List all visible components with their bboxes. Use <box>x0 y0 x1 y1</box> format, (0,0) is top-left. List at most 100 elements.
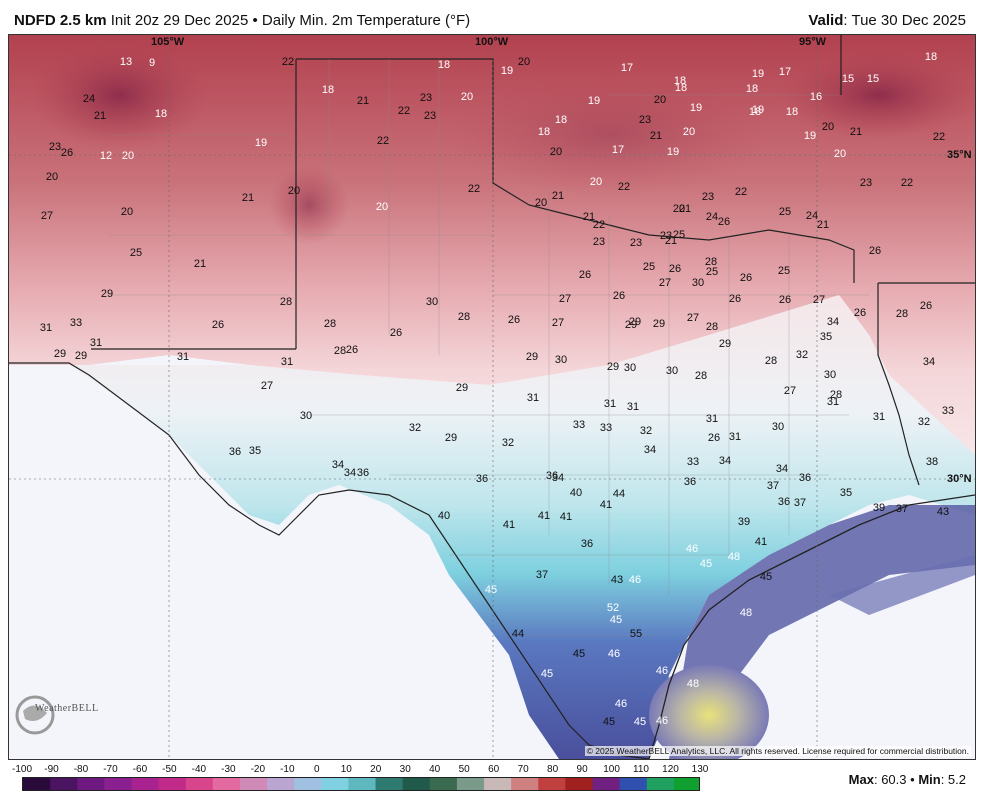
colorbar-tick-label: 120 <box>662 764 679 775</box>
valid-date: : Tue 30 Dec 2025 <box>843 12 966 29</box>
colorbar-tick-label: 50 <box>458 764 470 775</box>
temperature-label: 18 <box>786 106 798 118</box>
temperature-label: 26 <box>740 272 752 284</box>
temperature-label: 45 <box>541 668 553 680</box>
temperature-label: 31 <box>177 351 189 363</box>
temperature-label: 36 <box>581 538 593 550</box>
colorbar-tick-label: -100 <box>11 764 33 775</box>
temperature-label: 20 <box>122 150 134 162</box>
temperature-label: 31 <box>706 413 718 425</box>
colorbar-tick-label: 100 <box>603 764 620 775</box>
temperature-label: 29 <box>445 432 457 444</box>
temperature-label: 26 <box>729 293 741 305</box>
temperature-label: 25 <box>673 229 685 241</box>
temperature-label: 21 <box>850 126 862 138</box>
temperature-label: 34 <box>776 463 788 475</box>
colorbar-swatch <box>131 778 160 790</box>
temperature-label: 26 <box>579 269 591 281</box>
colorbar-swatch <box>212 778 241 790</box>
temperature-label: 35 <box>820 331 832 343</box>
temperature-label: 36 <box>684 476 696 488</box>
temperature-label: 29 <box>719 338 731 350</box>
temperature-label: 34 <box>644 444 656 456</box>
temperature-label: 30 <box>300 410 312 422</box>
temperature-label: 33 <box>573 419 585 431</box>
temperature-label: 26 <box>508 314 520 326</box>
temperature-label: 29 <box>625 319 637 331</box>
temperature-label: 21 <box>665 235 677 247</box>
temperature-label: 45 <box>573 648 585 660</box>
temperature-label: 16 <box>810 91 822 103</box>
model-name: NDFD 2.5 km <box>14 12 107 29</box>
colorbar-swatch <box>402 778 431 790</box>
temperature-label: 23 <box>420 92 432 104</box>
temperature-label: 18 <box>155 108 167 120</box>
colorbar-swatch <box>456 778 485 790</box>
temperature-label: 45 <box>603 716 615 728</box>
temperature-label: 30 <box>772 421 784 433</box>
temperature-label: 26 <box>212 319 224 331</box>
temperature-label: 44 <box>613 488 625 500</box>
colorbar-swatch <box>294 778 322 790</box>
graticule-label: 105°W <box>151 36 185 48</box>
valid-time: Valid: Tue 30 Dec 2025 <box>808 12 966 29</box>
temperature-label: 24 <box>806 210 818 222</box>
temperature-label: 23 <box>639 114 651 126</box>
temperature-label: 35 <box>840 487 852 499</box>
map-title: NDFD 2.5 km Init 20z 29 Dec 2025 • Daily… <box>14 12 470 29</box>
temperature-label: 22 <box>618 181 630 193</box>
temperature-label: 46 <box>656 665 668 677</box>
colorbar-swatch <box>673 778 699 790</box>
graticule-label: 30°N <box>947 473 972 485</box>
temperature-label: 27 <box>659 277 671 289</box>
temperature-label: 31 <box>827 396 839 408</box>
temperature-label: 31 <box>90 337 102 349</box>
temperature-label: 19 <box>255 137 267 149</box>
temperature-label: 34 <box>552 472 564 484</box>
temperature-label: 38 <box>926 456 938 468</box>
colorbar-tick-label: -80 <box>73 764 89 775</box>
temperature-label: 36 <box>229 446 241 458</box>
colorbar-swatch <box>50 778 78 790</box>
temperature-label: 17 <box>779 66 791 78</box>
temperature-label: 23 <box>702 191 714 203</box>
copyright-notice: © 2025 WeatherBELL Analytics, LLC. All r… <box>584 746 971 756</box>
temperature-label: 45 <box>610 614 622 626</box>
temperature-label: 22 <box>282 56 294 68</box>
temperature-label: 20 <box>673 203 685 215</box>
temperature-label: 22 <box>377 135 389 147</box>
temperature-label: 20 <box>461 91 473 103</box>
temperature-label: 15 <box>842 73 854 85</box>
temperature-label: 32 <box>640 425 652 437</box>
temperature-label: 21 <box>650 130 662 142</box>
temperature-label: 31 <box>604 398 616 410</box>
colorbar-tick-label: 40 <box>429 764 441 775</box>
temperature-label: 27 <box>784 385 796 397</box>
temperature-label: 28 <box>705 256 717 268</box>
temperature-label: 21 <box>242 192 254 204</box>
temperature-label: 28 <box>458 311 470 323</box>
temperature-label: 22 <box>901 177 913 189</box>
colorbar-swatch <box>321 778 349 790</box>
temperature-label: 20 <box>535 197 547 209</box>
colorbar-swatch <box>104 778 132 790</box>
temperature-label: 55 <box>630 628 642 640</box>
temperature-label: 30 <box>555 354 567 366</box>
temperature-label: 29 <box>526 351 538 363</box>
temperature-label: 21 <box>194 258 206 270</box>
temperature-label: 34 <box>827 316 839 328</box>
temperature-label: 45 <box>485 584 497 596</box>
temperature-label: 13 <box>120 56 132 68</box>
temperature-label: 36 <box>476 473 488 485</box>
temperature-label: 26 <box>613 290 625 302</box>
temperature-label: 37 <box>767 480 779 492</box>
init-time: Init 20z 29 Dec 2025 <box>110 12 249 29</box>
temperature-label: 40 <box>570 487 582 499</box>
temperature-label: 30 <box>624 362 636 374</box>
temperature-label: 21 <box>552 190 564 202</box>
colorbar-swatch <box>23 778 51 790</box>
max-value: : 60.3 <box>873 772 907 787</box>
temperature-map[interactable]: 105°W 100°W 95°W 35°N 30°N 13 9 22 18 19 20 17… <box>8 34 976 760</box>
colorbar-swatch <box>185 778 214 790</box>
temperature-label: 17 <box>612 144 624 156</box>
